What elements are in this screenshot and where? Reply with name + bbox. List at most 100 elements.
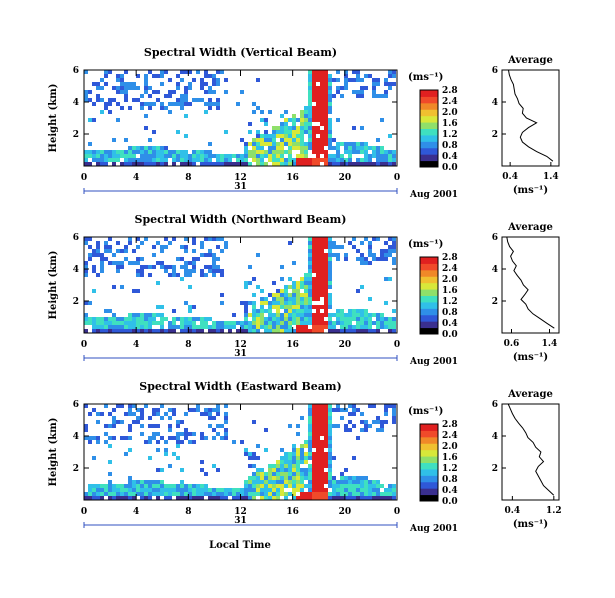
heatmap-cell [276,464,280,468]
heatmap-cell [196,496,200,500]
heatmap-cell [316,277,320,281]
heatmap-cell [92,436,96,440]
heatmap-cell [392,484,396,488]
heatmap-cell [308,329,312,333]
heatmap-cell [268,146,272,150]
heatmap-cell [372,329,376,333]
x-tick-label: 16 [286,173,299,183]
heatmap-cell [104,325,108,329]
heatmap-cell [84,492,88,496]
heatmap-cell [220,158,224,162]
heatmap-cell [256,492,260,496]
heatmap-cell [348,492,352,496]
heatmap-cell [92,317,96,321]
heatmap-cell [192,305,196,309]
heatmap-cell [320,404,324,408]
heatmap-cell [300,162,304,166]
heatmap-cell [128,150,132,154]
heatmap-cell [124,94,128,98]
heatmap-cell [312,496,316,500]
heatmap-cell [264,480,268,484]
heatmap-cell [320,289,324,293]
heatmap-cell [312,488,316,492]
heatmap-cell [300,460,304,464]
heatmap-cell [344,496,348,500]
heatmap-cell [172,309,176,313]
heatmap-cell [212,102,216,106]
heatmap-cell [304,301,308,305]
heatmap-cell [132,321,136,325]
heatmap-cell [388,82,392,86]
heatmap-cell [140,317,144,321]
heatmap-cell [352,237,356,241]
heatmap-cell [172,162,176,166]
heatmap-cell [352,456,356,460]
heatmap-cell [120,265,124,269]
heatmap-cell [272,472,276,476]
heatmap-cell [388,325,392,329]
heatmap-cell [248,313,252,317]
heatmap-cell [176,325,180,329]
heatmap-cell [236,102,240,106]
heatmap-cell [128,146,132,150]
heatmap-cell [200,492,204,496]
heatmap-cell [188,325,192,329]
heatmap-cell [220,162,224,166]
heatmap-cell [140,412,144,416]
panel-0: Spectral Width (Vertical Beam)246Height … [48,46,560,200]
heatmap-cell [308,265,312,269]
heatmap-cell [124,162,128,166]
heatmap-cell [316,78,320,82]
heatmap-cell [380,317,384,321]
heatmap-cell [104,74,108,78]
heatmap-cell [296,293,300,297]
heatmap-cell [184,321,188,325]
heatmap-cell [292,329,296,333]
colorbar-tick-label: 1.6 [442,453,458,463]
heatmap-cell [220,496,224,500]
heatmap-cell [328,237,332,241]
heatmap-cell [372,484,376,488]
heatmap-cell [152,321,156,325]
x-tick-label: 12 [234,340,247,350]
heatmap-cell [192,249,196,253]
heatmap-cell [144,404,148,408]
heatmap-cell [316,325,320,329]
heatmap-cell [348,162,352,166]
heatmap-cell [388,74,392,78]
heatmap-cell [184,162,188,166]
heatmap-cell [352,317,356,321]
heatmap-cell [276,480,280,484]
heatmap-cell [312,82,316,86]
heatmap-cell [364,150,368,154]
heatmap-cell [284,496,288,500]
heatmap-cell [336,253,340,257]
heatmap-cell [320,492,324,496]
heatmap-cell [284,150,288,154]
heatmap-cell [224,428,228,432]
heatmap-cell [328,162,332,166]
heatmap-cell [108,102,112,106]
heatmap-cell [264,428,268,432]
heatmap-cell [264,118,268,122]
heatmap-cell [264,130,268,134]
heatmap-cell [308,94,312,98]
heatmap-cell [308,285,312,289]
heatmap-cell [196,408,200,412]
heatmap-cell [128,484,132,488]
heatmap-cell [288,313,292,317]
heatmap-cell [188,154,192,158]
heatmap-cell [208,325,212,329]
heatmap-cell [200,432,204,436]
heatmap-cell [92,154,96,158]
heatmap-cell [340,317,344,321]
heatmap-cell [324,436,328,440]
heatmap-cell [260,305,264,309]
heatmap-cell [180,158,184,162]
heatmap-cell [164,237,168,241]
heatmap-cell [288,118,292,122]
heatmap-cell [184,94,188,98]
heatmap-cell [184,412,188,416]
heatmap-cell [308,122,312,126]
heatmap-cell [356,74,360,78]
